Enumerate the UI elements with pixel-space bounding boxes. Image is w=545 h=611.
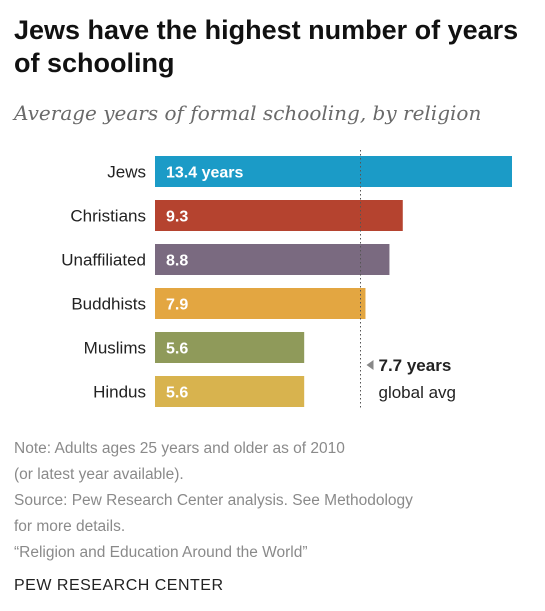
source-line: Source: Pew Research Center analysis. Se…: [14, 492, 413, 509]
bar: [155, 244, 390, 275]
bar: [155, 376, 305, 407]
value-label: 13.4 years: [166, 165, 244, 182]
value-label: 8.8: [166, 253, 188, 270]
chart-subtitle: Average years of formal schooling, by re…: [14, 101, 482, 125]
note-line: Note: Adults ages 25 years and older as …: [14, 440, 345, 457]
category-label: Unaffiliated: [61, 251, 146, 270]
global-average-label: global avg: [379, 383, 457, 402]
value-label: 7.9: [166, 297, 188, 314]
publisher-footer: PEW RESEARCH CENTER: [14, 577, 224, 594]
global-average-value: 7.7 years: [379, 356, 452, 375]
bar: [155, 200, 403, 231]
report-title-line: “Religion and Education Around the World…: [14, 544, 308, 561]
chart-title: Jews have the highest number of years of…: [14, 15, 519, 78]
category-label: Buddhists: [71, 295, 146, 314]
source-line: for more details.: [14, 518, 126, 535]
category-label: Hindus: [93, 383, 146, 402]
category-label: Christians: [70, 207, 146, 226]
category-label: Jews: [107, 163, 146, 182]
bar: [155, 332, 305, 363]
value-label: 9.3: [166, 209, 188, 226]
bar: [155, 156, 512, 187]
chart-notes: Note: Adults ages 25 years and older as …: [14, 436, 534, 566]
bar-chart: Jews 13.4 years Christians 9.3 Unaffiliated 8…: [61, 150, 512, 410]
pointer-triangle-icon: [366, 360, 374, 370]
value-label: 5.6: [166, 385, 188, 402]
note-line: (or latest year available).: [14, 466, 184, 483]
category-label: Muslims: [84, 339, 146, 358]
value-label: 5.6: [166, 341, 188, 358]
bar: [155, 288, 366, 319]
